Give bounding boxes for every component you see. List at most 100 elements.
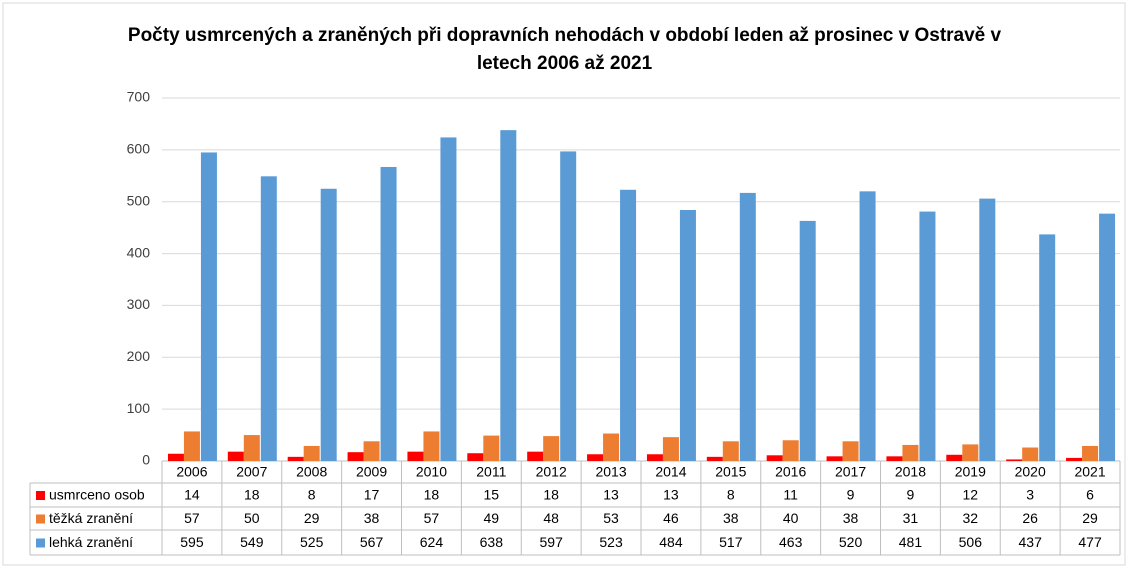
bar bbox=[859, 191, 876, 462]
x-tick-label: 2012 bbox=[536, 464, 567, 480]
bar bbox=[962, 444, 979, 461]
legend-swatch bbox=[36, 538, 45, 548]
bar bbox=[347, 452, 364, 461]
bar bbox=[423, 431, 440, 461]
bar bbox=[886, 456, 903, 461]
legend-swatch bbox=[36, 491, 45, 500]
table-value: 38 bbox=[364, 510, 380, 526]
bar bbox=[799, 220, 816, 461]
table-value: 18 bbox=[543, 487, 559, 503]
bar bbox=[1066, 457, 1083, 461]
bar bbox=[183, 431, 200, 461]
x-tick-label: 2019 bbox=[955, 464, 986, 480]
bar bbox=[407, 451, 424, 461]
bar bbox=[842, 441, 859, 461]
table-value: 597 bbox=[540, 534, 564, 550]
table-value: 50 bbox=[244, 510, 260, 526]
table-value: 523 bbox=[599, 534, 623, 550]
y-tick-label: 500 bbox=[127, 192, 151, 208]
table-value: 17 bbox=[364, 487, 380, 503]
bar bbox=[243, 435, 260, 461]
bar bbox=[946, 454, 963, 461]
table-value: 49 bbox=[484, 510, 500, 526]
bar bbox=[303, 445, 320, 461]
bar bbox=[826, 456, 843, 461]
bar bbox=[679, 210, 696, 461]
bar bbox=[200, 152, 217, 461]
y-tick-label: 300 bbox=[127, 296, 151, 312]
table-value: 48 bbox=[543, 510, 559, 526]
table-value: 40 bbox=[783, 510, 799, 526]
table-value: 53 bbox=[603, 510, 619, 526]
x-tick-label: 2007 bbox=[236, 464, 267, 480]
bar bbox=[363, 441, 380, 461]
bar bbox=[603, 433, 620, 461]
x-tick-label: 2011 bbox=[476, 464, 506, 480]
x-tick-label: 2017 bbox=[835, 464, 866, 480]
legend-label: lehká zranění bbox=[49, 534, 133, 550]
table-value: 595 bbox=[180, 534, 204, 550]
x-tick-label: 2014 bbox=[655, 464, 686, 480]
bar bbox=[782, 440, 799, 461]
bar bbox=[902, 444, 919, 461]
bar bbox=[1082, 445, 1099, 461]
bar bbox=[587, 454, 604, 461]
table-value: 8 bbox=[727, 487, 735, 503]
bar bbox=[260, 176, 277, 461]
bar bbox=[1022, 447, 1039, 461]
x-tick-label: 2013 bbox=[595, 464, 626, 480]
bar bbox=[706, 456, 723, 461]
table-value: 18 bbox=[424, 487, 440, 503]
legend-swatch bbox=[36, 514, 45, 524]
table-value: 15 bbox=[484, 487, 500, 503]
table-value: 18 bbox=[244, 487, 260, 503]
bar bbox=[527, 451, 544, 461]
table-value: 29 bbox=[1082, 510, 1098, 526]
table-value: 38 bbox=[843, 510, 859, 526]
bar bbox=[1006, 459, 1023, 461]
bar bbox=[766, 455, 783, 461]
y-tick-label: 100 bbox=[127, 400, 151, 416]
bar bbox=[287, 456, 304, 461]
table-value: 38 bbox=[723, 510, 739, 526]
x-tick-label: 2006 bbox=[176, 464, 207, 480]
bar bbox=[560, 151, 577, 462]
bar bbox=[440, 137, 457, 461]
table-value: 26 bbox=[1022, 510, 1038, 526]
table-value: 9 bbox=[907, 487, 915, 503]
y-tick-label: 600 bbox=[127, 141, 151, 157]
table-value: 437 bbox=[1019, 534, 1043, 550]
table-value: 549 bbox=[240, 534, 264, 550]
table-value: 57 bbox=[184, 510, 200, 526]
table-value: 525 bbox=[300, 534, 324, 550]
table-value: 9 bbox=[847, 487, 855, 503]
bar bbox=[1099, 213, 1116, 461]
x-tick-label: 2021 bbox=[1074, 464, 1105, 480]
x-tick-label: 2008 bbox=[296, 464, 327, 480]
table-value: 3 bbox=[1026, 487, 1034, 503]
x-tick-label: 2018 bbox=[895, 464, 926, 480]
table-value: 520 bbox=[839, 534, 863, 550]
table-value: 6 bbox=[1086, 487, 1094, 503]
bar bbox=[320, 188, 337, 461]
table-value: 517 bbox=[719, 534, 743, 550]
table-value: 14 bbox=[184, 487, 200, 503]
y-tick-label: 400 bbox=[127, 244, 151, 260]
legend-label: usmrceno osob bbox=[49, 487, 145, 503]
bar bbox=[467, 453, 484, 461]
table-value: 13 bbox=[603, 487, 619, 503]
table-value: 12 bbox=[963, 487, 979, 503]
bar bbox=[620, 189, 637, 461]
table-value: 46 bbox=[663, 510, 679, 526]
table-value: 477 bbox=[1078, 534, 1102, 550]
x-tick-label: 2010 bbox=[416, 464, 447, 480]
bar bbox=[543, 436, 560, 461]
table-value: 463 bbox=[779, 534, 803, 550]
table-value: 624 bbox=[420, 534, 444, 550]
x-tick-label: 2020 bbox=[1015, 464, 1046, 480]
table-value: 32 bbox=[963, 510, 979, 526]
table-value: 57 bbox=[424, 510, 440, 526]
bar bbox=[919, 211, 936, 461]
